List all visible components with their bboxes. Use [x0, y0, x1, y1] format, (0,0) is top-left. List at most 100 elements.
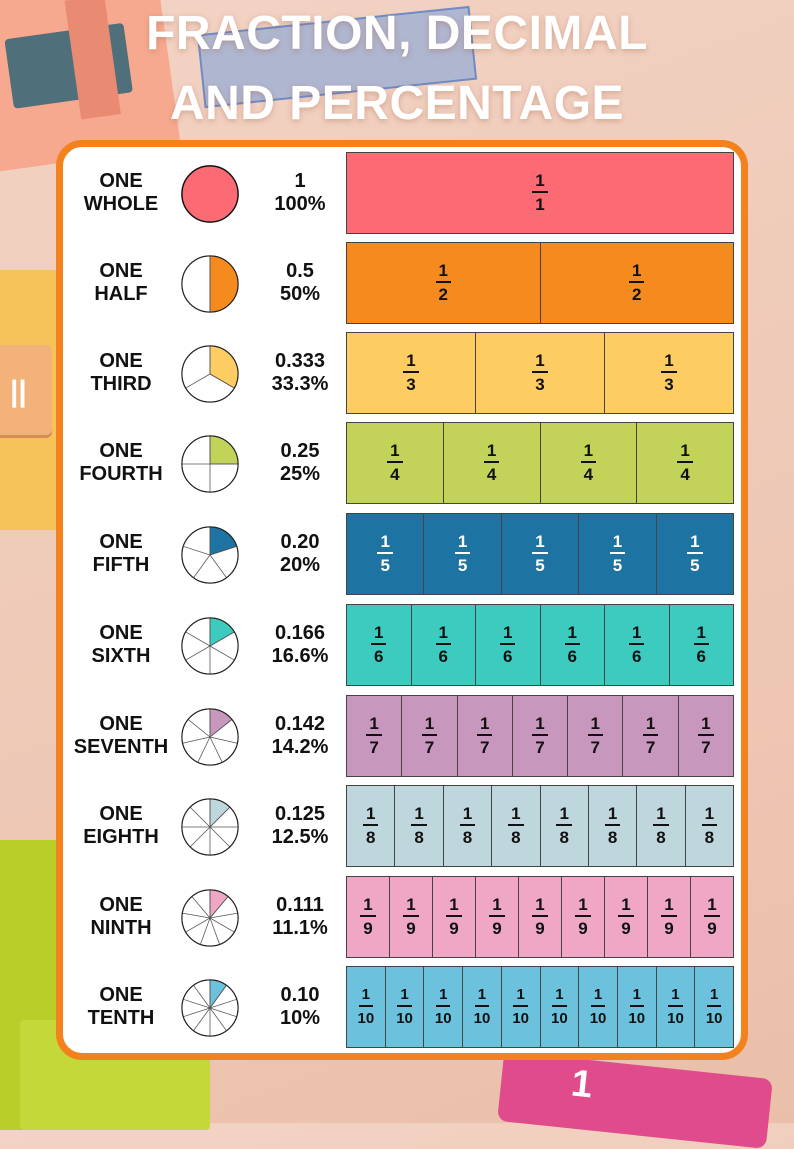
- percent-value: 10%: [279, 1007, 321, 1029]
- fraction-bar-segment: 1 10: [463, 967, 502, 1047]
- fraction-numerator: 1: [411, 804, 427, 826]
- fraction-numerator: 1: [435, 261, 451, 283]
- fraction-numerator: 1: [629, 261, 645, 283]
- fraction-denominator: 9: [535, 919, 545, 938]
- fraction-label: 1 10: [628, 985, 645, 1029]
- fraction-denominator: 8: [559, 828, 569, 847]
- fraction-denominator: 9: [578, 919, 588, 938]
- decimal-value: 0.10: [280, 984, 320, 1006]
- fraction-numerator: 1: [366, 714, 382, 736]
- fraction-row-fifth: ONE FIFTH 0.20 20% 1 5 1 5 1 5 1 5 1 5: [63, 513, 741, 595]
- fraction-label: 1 10: [706, 985, 723, 1029]
- decimal-percent-values: 0.333 33.3%: [247, 332, 353, 414]
- fraction-row-seventh: ONE SEVENTH 0.142 14.2% 1 7 1 7 1 7 1 7 1 7 1 7 1 7: [63, 695, 741, 777]
- fraction-bar-segment: 1 10: [424, 967, 464, 1047]
- fraction-numerator: 1: [698, 714, 714, 736]
- fraction-numerator: 1: [474, 985, 490, 1007]
- fraction-numerator: 1: [403, 895, 419, 917]
- fraction-numerator: 1: [653, 804, 669, 826]
- pie-10-parts-icon: [181, 979, 239, 1037]
- fraction-name-line-1: ONE: [99, 350, 143, 372]
- fraction-denominator: 8: [656, 828, 666, 847]
- fraction-bar-segment: 1 10: [579, 967, 618, 1047]
- fraction-denominator: 9: [664, 919, 674, 938]
- decimal-value: 0.111: [276, 894, 324, 916]
- fraction-name-line-2: SEVENTH: [73, 736, 169, 758]
- decimal-percent-values: 1 100%: [247, 152, 353, 234]
- fraction-row-fourth: ONE FOURTH 0.25 25% 1 4 1 4 1 4 1 4: [63, 422, 741, 504]
- fraction-denominator: 10: [396, 1010, 413, 1027]
- decimal-value: 1: [294, 170, 306, 192]
- fraction-denominator: 6: [567, 647, 577, 666]
- fraction-denominator: 4: [486, 465, 497, 484]
- fraction-name-line-1: ONE: [99, 894, 143, 916]
- fraction-denominator: 2: [438, 285, 448, 304]
- decimal-percent-values: 0.5 50%: [247, 242, 353, 324]
- fraction-numerator: 1: [446, 895, 462, 917]
- fraction-denominator: 5: [380, 556, 390, 575]
- fraction-denominator: 7: [590, 738, 600, 757]
- fraction-bar-segment: 1 10: [502, 967, 541, 1047]
- fraction-row-ninth: ONE NINTH 0.111 11.1% 1 9 1 9 1 9 1 9 1 9 1 9 1 9 1 9 1 9: [63, 876, 741, 958]
- fraction-numerator: 1: [629, 623, 645, 645]
- fraction-name-line-2: FIFTH: [92, 554, 150, 576]
- fraction-denominator: 9: [363, 919, 373, 938]
- fraction-label: 1 10: [590, 985, 607, 1029]
- fraction-denominator: 8: [607, 828, 618, 847]
- fraction-denominator: 10: [512, 1010, 529, 1027]
- percent-value: 25%: [279, 463, 321, 485]
- fraction-denominator: 6: [374, 647, 384, 666]
- percent-value: 33.3%: [271, 373, 329, 395]
- fraction-numerator: 1: [421, 714, 438, 736]
- fraction-denominator: 9: [449, 919, 459, 938]
- fraction-denominator: 9: [707, 919, 717, 938]
- fraction-numerator: 1: [629, 985, 644, 1007]
- fraction-numerator: 1: [701, 804, 718, 826]
- fraction-chart-card: ONE WHOLE 1 100% 1 1 ONE HALF 0.5 50% 1 2 1 2 ONE THIRD…: [56, 140, 748, 1060]
- fraction-numerator: 1: [580, 441, 597, 463]
- fraction-name-line-2: FOURTH: [79, 463, 163, 485]
- fraction-denominator: 7: [535, 738, 545, 757]
- fraction-numerator: 1: [371, 623, 387, 645]
- fraction-numerator: 1: [661, 895, 677, 917]
- fraction-name-line-2: THIRD: [90, 373, 152, 395]
- fraction-numerator: 1: [500, 623, 516, 645]
- decimal-value: 0.20: [280, 531, 320, 553]
- decimal-percent-values: 0.125 12.5%: [247, 785, 353, 867]
- fraction-name-line-2: HALF: [94, 283, 148, 305]
- fraction-numerator: 1: [403, 351, 419, 373]
